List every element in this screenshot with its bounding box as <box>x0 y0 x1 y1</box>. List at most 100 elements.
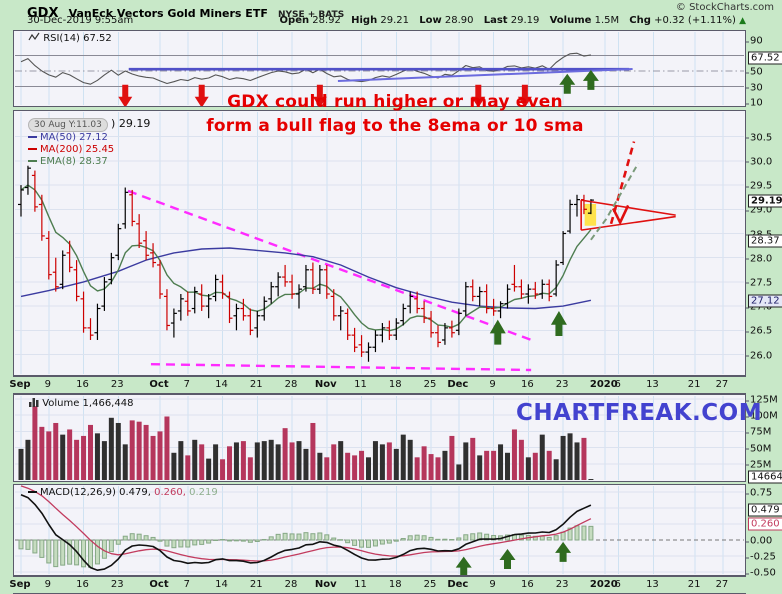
title-row: GDX VanEck Vectors Gold Miners ETF NYSE … <box>27 2 344 21</box>
date-tick-14: 14 <box>215 379 228 390</box>
date-tick-nov: Nov <box>314 579 337 590</box>
date-tick-21: 21 <box>249 579 263 590</box>
rsi-axis-tick-50: 50 <box>746 66 763 78</box>
high-value: 29.21 <box>380 15 410 26</box>
volume-axis-tick-50M: 50M <box>745 443 772 455</box>
date-tick-18: 18 <box>388 379 402 390</box>
date-tick-21: 21 <box>687 379 701 390</box>
rsi-legend-text: RSI(14) 67.52 <box>43 33 112 44</box>
projections <box>590 141 640 241</box>
rsi-green-up-arrow-2 <box>582 69 599 90</box>
chg-up-triangle-icon: ▲ <box>739 16 746 26</box>
date-tick-23: 23 <box>110 579 124 590</box>
macd-green-up-arrow-3 <box>555 541 572 562</box>
date-tick-21: 21 <box>249 379 263 390</box>
rsi-red-down-arrow-3 <box>312 84 327 106</box>
date-axis-bottom: Sep 9 16 23 Oct 7 14 21 28 Nov 11 18 25 Dec 9 16 23 2020 6… <box>9 576 746 594</box>
chartfreak-watermark: CHARTFREAK.COM <box>516 400 763 426</box>
rsi-plot[interactable] <box>14 31 745 106</box>
price-plot[interactable] <box>14 111 745 375</box>
ma50-value-box: 27.12 <box>748 294 782 308</box>
last-price-box: 29.19 <box>748 194 782 208</box>
analyst-note: GDX could run higher or may even form a … <box>180 90 610 138</box>
macd-panel <box>13 484 746 576</box>
ma50-swatch-icon <box>28 136 37 138</box>
check-mark <box>611 204 630 226</box>
ema8-swatch-icon <box>28 160 37 162</box>
macd-axis-tick-0.75: 0.75 <box>745 487 773 499</box>
volume-axis-tick-125M: 125M <box>746 394 778 406</box>
volume-label: Volume <box>549 15 592 26</box>
price-last-readout: ) 29.19 <box>111 117 151 130</box>
date-tick-9: 9 <box>44 379 51 390</box>
volume-plot[interactable] <box>14 395 745 481</box>
date-tick-27: 27 <box>715 579 729 590</box>
date-tick-28: 28 <box>284 579 298 590</box>
red-projection-line <box>609 141 636 225</box>
date-tick-28: 28 <box>284 379 298 390</box>
macd-legend-name: MACD(12,26,9) <box>40 487 116 498</box>
date-tick-16: 16 <box>520 379 534 390</box>
price-bars <box>18 165 594 362</box>
macd-axis-tick--0.50: -0.50 <box>746 567 776 579</box>
ma200-swatch-icon <box>28 148 37 150</box>
price-axis-tick-29.0: 29.0 <box>745 204 773 216</box>
macd-value-box: 0.479 <box>748 503 782 517</box>
rsi-axis-tick-10: 10 <box>746 97 763 109</box>
upper-trendline <box>127 189 535 343</box>
macd-plot[interactable] <box>14 485 745 575</box>
date-tick-11: 11 <box>354 379 367 390</box>
rsi-red-down-arrow-2 <box>194 84 209 106</box>
macd-legend: MACD(12,26,9) 0.479, 0.260, 0.219 <box>28 487 218 498</box>
yellow-highlight <box>584 203 597 226</box>
rsi-axis-tick-90: 90 <box>746 35 763 47</box>
volume-legend-text: Volume 1,466,448 <box>42 398 134 409</box>
date-tick-oct: Oct <box>149 579 169 590</box>
date-tick-2020: 2020 <box>589 379 618 390</box>
macd-value-1: 0.479, <box>119 487 151 498</box>
price-legend: 30 Aug Y:11.03 ) 29.19 MA(50) 27.12 MA(2… <box>28 118 150 168</box>
pennant <box>580 199 676 231</box>
macd-line <box>20 493 592 571</box>
date-tick-7: 7 <box>183 579 190 590</box>
macd-histogram <box>18 525 594 568</box>
date-tick-16: 16 <box>76 379 89 390</box>
crosshair-tooltip: 30 Aug Y:11.03 <box>28 118 108 132</box>
rsi-icon <box>28 32 40 41</box>
price-panel <box>13 110 746 376</box>
rsi-annotations <box>118 67 633 106</box>
lower-trendline <box>150 362 532 372</box>
rsi-legend: RSI(14) 67.52 <box>28 32 112 44</box>
date-tick-13: 13 <box>646 379 659 390</box>
stockcharts-credit: © StockCharts.com <box>675 2 774 13</box>
green-projection-line <box>590 162 640 241</box>
price-axis-tick-28.0: 28.0 <box>745 253 773 265</box>
chg-label: Chg <box>629 15 651 26</box>
date-tick-25: 25 <box>423 379 437 390</box>
quote-row: Open 28.92 High 29.21 Low 28.90 Last 29.… <box>273 15 746 26</box>
volume-legend: Volume 1,466,448 <box>28 397 133 409</box>
date-tick-dec: Dec <box>447 579 469 590</box>
date-tick-7: 7 <box>183 379 190 390</box>
date-tick-18: 18 <box>388 579 402 590</box>
high-label: High <box>351 15 378 26</box>
macd-arrows <box>455 541 572 575</box>
macd-green-up-arrow-1 <box>455 556 472 575</box>
date-tick-21: 21 <box>687 579 701 590</box>
price-green-up-arrow-2 <box>550 310 567 336</box>
date-tick-2020: 2020 <box>589 579 618 590</box>
volume-icon <box>29 398 39 407</box>
macd-value-2: 0.260, <box>154 487 186 498</box>
rsi-value-box: 67.52 <box>748 51 782 65</box>
rsi-panel <box>13 30 746 107</box>
open-value: 28.92 <box>312 15 341 26</box>
price-axis-tick-27.5: 27.5 <box>745 277 773 289</box>
analyst-note-line1: GDX could run higher or may even <box>227 92 563 112</box>
volume-axis-tick-75M: 75M <box>745 426 772 438</box>
price-axis-tick-26.0: 26.0 <box>745 350 773 361</box>
ma50-legend: MA(50) 27.12 <box>40 132 108 143</box>
macd-axis-tick-0.00: 0.00 <box>745 535 773 547</box>
date-tick-oct: Oct <box>149 379 169 390</box>
rsi-red-down-arrow-5 <box>517 84 532 106</box>
date-tick-sep: Sep <box>9 579 31 590</box>
